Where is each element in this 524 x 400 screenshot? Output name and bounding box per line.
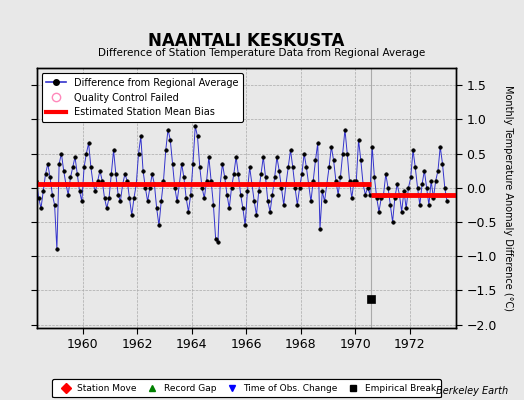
Y-axis label: Monthly Temperature Anomaly Difference (°C): Monthly Temperature Anomaly Difference (… bbox=[504, 85, 514, 311]
Text: Berkeley Earth: Berkeley Earth bbox=[436, 386, 508, 396]
Text: Difference of Station Temperature Data from Regional Average: Difference of Station Temperature Data f… bbox=[99, 48, 425, 58]
Title: NAANTALI KESKUSTA: NAANTALI KESKUSTA bbox=[148, 32, 344, 50]
Legend: Station Move, Record Gap, Time of Obs. Change, Empirical Break: Station Move, Record Gap, Time of Obs. C… bbox=[52, 379, 441, 397]
